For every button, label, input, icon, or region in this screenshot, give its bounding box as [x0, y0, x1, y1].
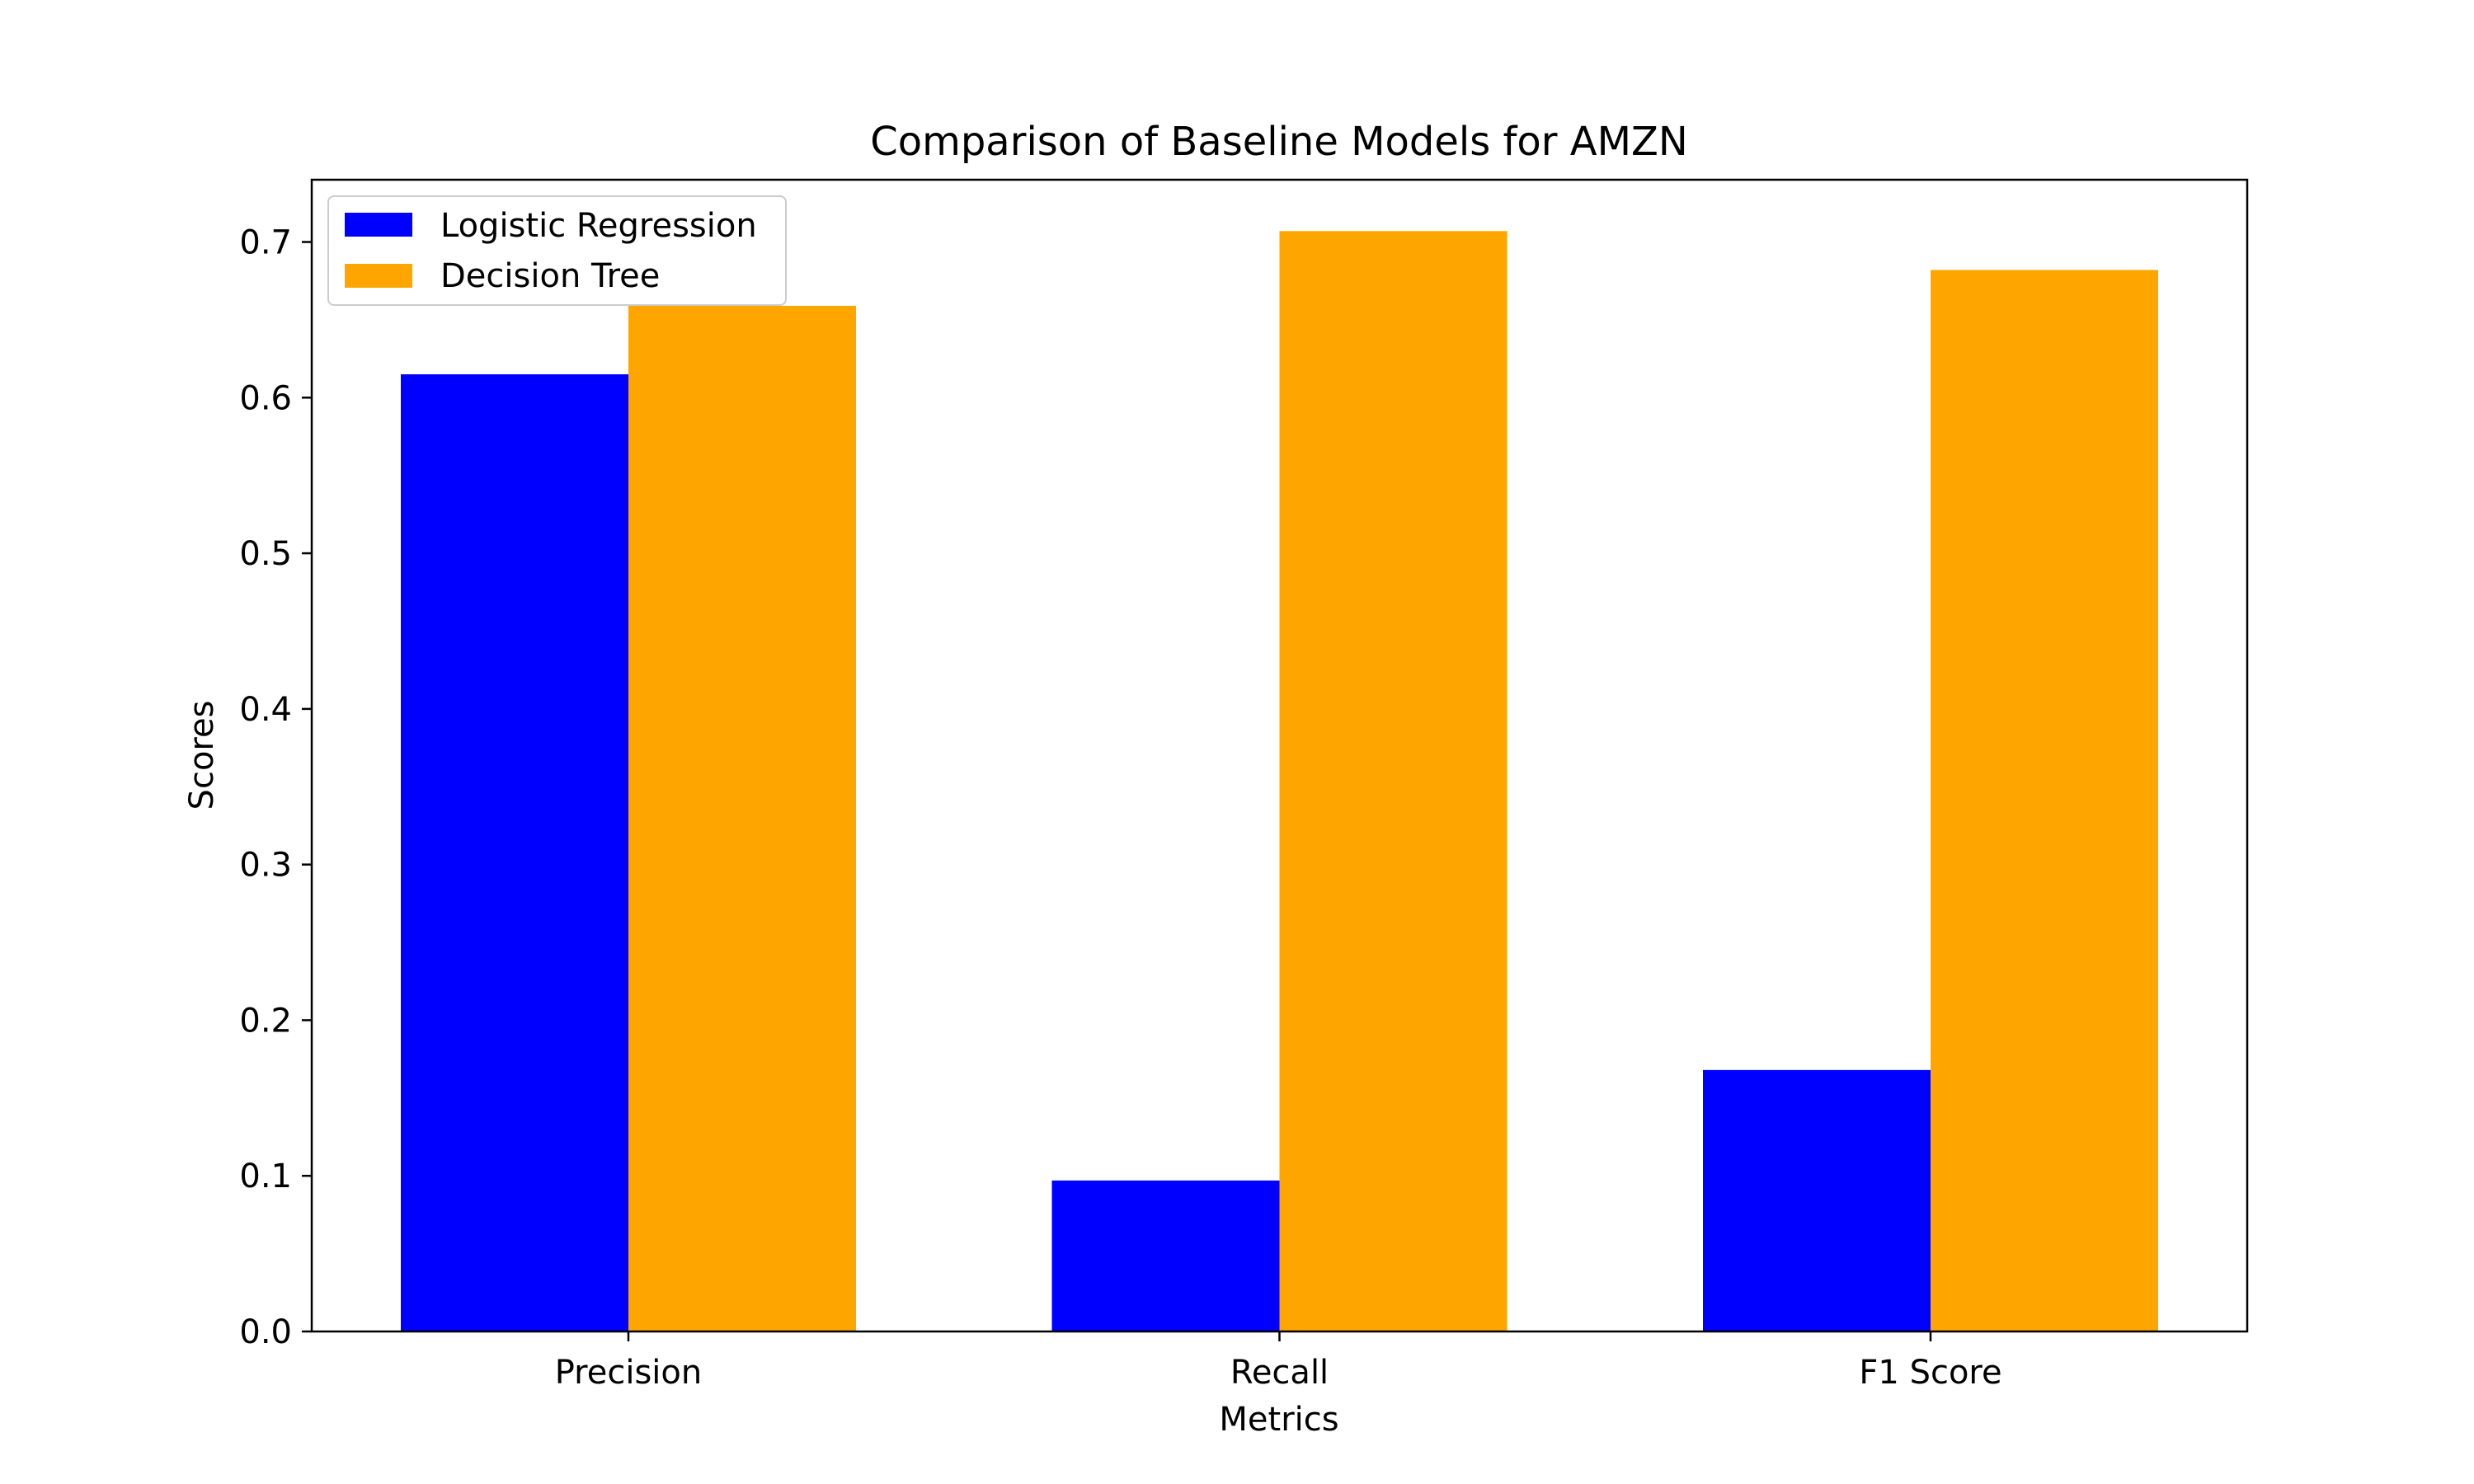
x-tick-label-recall: Recall: [1230, 1354, 1329, 1392]
y-tick-label: 0.5: [239, 535, 292, 573]
y-tick-label: 0.4: [239, 691, 292, 729]
y-axis-label: Scores: [183, 701, 221, 810]
x-axis: Precision Recall F1 Score: [555, 1331, 2002, 1392]
y-tick-label: 0.6: [239, 379, 292, 417]
bar-logistic-regression-f1-score: [1703, 1069, 1931, 1331]
y-tick-label: 0.1: [239, 1158, 292, 1195]
y-tick-label: 0.2: [239, 1002, 292, 1040]
bar-decision-tree-f1-score: [1931, 270, 2158, 1331]
legend-swatch-decision-tree: [345, 264, 412, 288]
legend: Logistic Regression Decision Tree: [327, 195, 787, 306]
bar-decision-tree-precision: [628, 305, 856, 1332]
legend-label-logistic-regression: Logistic Regression: [440, 207, 757, 245]
x-tick-label-f1-score: F1 Score: [1859, 1354, 2001, 1392]
x-axis-label: Metrics: [1219, 1401, 1338, 1439]
legend-box: [327, 195, 787, 306]
bar-decision-tree-recall: [1279, 231, 1507, 1332]
y-tick-label: 0.0: [239, 1313, 292, 1351]
legend-label-decision-tree: Decision Tree: [440, 257, 660, 295]
chart-title: Comparison of Baseline Models for AMZN: [870, 119, 1688, 165]
y-axis: 0.0 0.1 0.2 0.3 0.4 0.5 0.6 0.7: [239, 224, 312, 1351]
bars-group: [401, 231, 2158, 1332]
legend-swatch-logistic-regression: [345, 213, 412, 237]
y-tick-label: 0.7: [239, 224, 292, 262]
bar-logistic-regression-precision: [401, 373, 628, 1331]
bar-logistic-regression-recall: [1051, 1180, 1280, 1331]
y-tick-label: 0.3: [239, 847, 292, 885]
x-tick-label-precision: Precision: [555, 1354, 702, 1392]
